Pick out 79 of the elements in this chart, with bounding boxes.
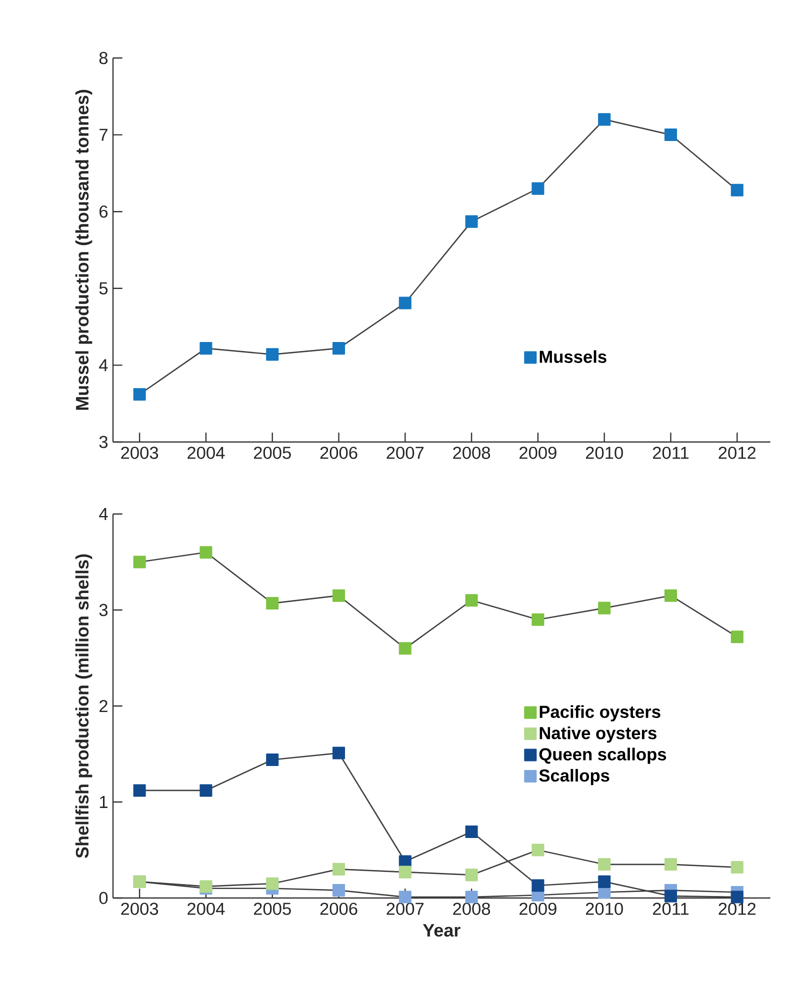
point xyxy=(532,613,544,626)
legend-label: Queen scallops xyxy=(539,748,666,764)
y-tick-label: 5 xyxy=(99,282,108,294)
x-tick-label: 2010 xyxy=(586,902,623,915)
y-tick-label: 3 xyxy=(99,436,108,448)
point xyxy=(133,556,146,568)
legend-label: Scallops xyxy=(539,768,610,786)
x-tick-label: 2007 xyxy=(386,902,424,915)
y-tick-label: 8 xyxy=(99,52,108,64)
point xyxy=(598,875,611,888)
point xyxy=(398,866,412,878)
y-tick-label: 7 xyxy=(100,128,108,141)
point xyxy=(332,862,346,876)
point xyxy=(266,877,279,890)
point xyxy=(532,182,544,195)
point xyxy=(730,890,744,904)
point xyxy=(664,858,677,871)
legend-label: Native oysters xyxy=(540,726,656,743)
point xyxy=(266,348,279,361)
point xyxy=(200,342,212,355)
y-tick-label: 4 xyxy=(99,359,108,372)
point xyxy=(332,342,346,355)
point xyxy=(532,879,544,892)
point xyxy=(398,296,412,310)
point xyxy=(332,884,346,897)
x-tick-label: 2003 xyxy=(121,902,158,915)
x-tick-label: 2003 xyxy=(121,446,158,459)
y-tick-label: 4 xyxy=(99,508,108,520)
y-tick-label: 6 xyxy=(100,205,108,218)
y-tick-label: 3 xyxy=(99,604,108,616)
point xyxy=(133,388,146,401)
point xyxy=(598,858,611,871)
point xyxy=(664,589,677,602)
point xyxy=(266,597,279,610)
x-tick-label: 2007 xyxy=(386,446,424,459)
point xyxy=(465,890,478,904)
point xyxy=(465,594,478,607)
point xyxy=(398,890,412,904)
point xyxy=(664,128,677,142)
x-tick-label: 2011 xyxy=(652,446,689,459)
legend-label: Mussels xyxy=(540,350,606,363)
x-tick-label: 2004 xyxy=(188,902,225,915)
y-axis-title: Shellfish production (million shells) xyxy=(75,554,92,858)
point xyxy=(398,642,412,655)
y-tick-label: 1 xyxy=(100,796,108,808)
point xyxy=(532,844,544,856)
point xyxy=(133,784,146,797)
x-tick-label: 2011 xyxy=(652,902,689,915)
y-tick-label: 2 xyxy=(100,700,108,712)
x-tick-label: 2006 xyxy=(320,446,358,459)
point xyxy=(200,546,212,559)
point xyxy=(465,868,478,882)
point xyxy=(465,825,478,838)
x-tick-label: 2008 xyxy=(453,446,490,459)
x-tick-label: 2005 xyxy=(254,902,291,915)
point xyxy=(266,753,279,766)
x-tick-label: 2006 xyxy=(320,902,358,915)
x-tick-label: 2009 xyxy=(520,902,556,915)
x-tick-label: 2012 xyxy=(718,446,756,459)
point xyxy=(332,746,346,760)
legend-label: Pacific oysters xyxy=(540,705,660,722)
x-tick-label: 2005 xyxy=(254,446,291,459)
point xyxy=(730,861,744,874)
x-tick-label: 2009 xyxy=(520,446,556,459)
point xyxy=(664,890,677,902)
point xyxy=(598,113,611,126)
x-tick-label: 2012 xyxy=(718,902,756,915)
point xyxy=(200,784,212,797)
y-tick-label: 0 xyxy=(99,892,108,904)
x-axis-title: Year xyxy=(422,924,460,937)
y-axis-title: Mussel production (thousand tonnes) xyxy=(75,90,92,410)
point xyxy=(730,184,744,196)
point xyxy=(465,215,478,228)
point xyxy=(730,630,744,644)
x-tick-label: 2010 xyxy=(586,446,623,459)
point xyxy=(332,589,346,602)
point xyxy=(598,602,611,614)
x-tick-label: 2004 xyxy=(188,446,225,459)
x-tick-label: 2008 xyxy=(453,902,490,915)
